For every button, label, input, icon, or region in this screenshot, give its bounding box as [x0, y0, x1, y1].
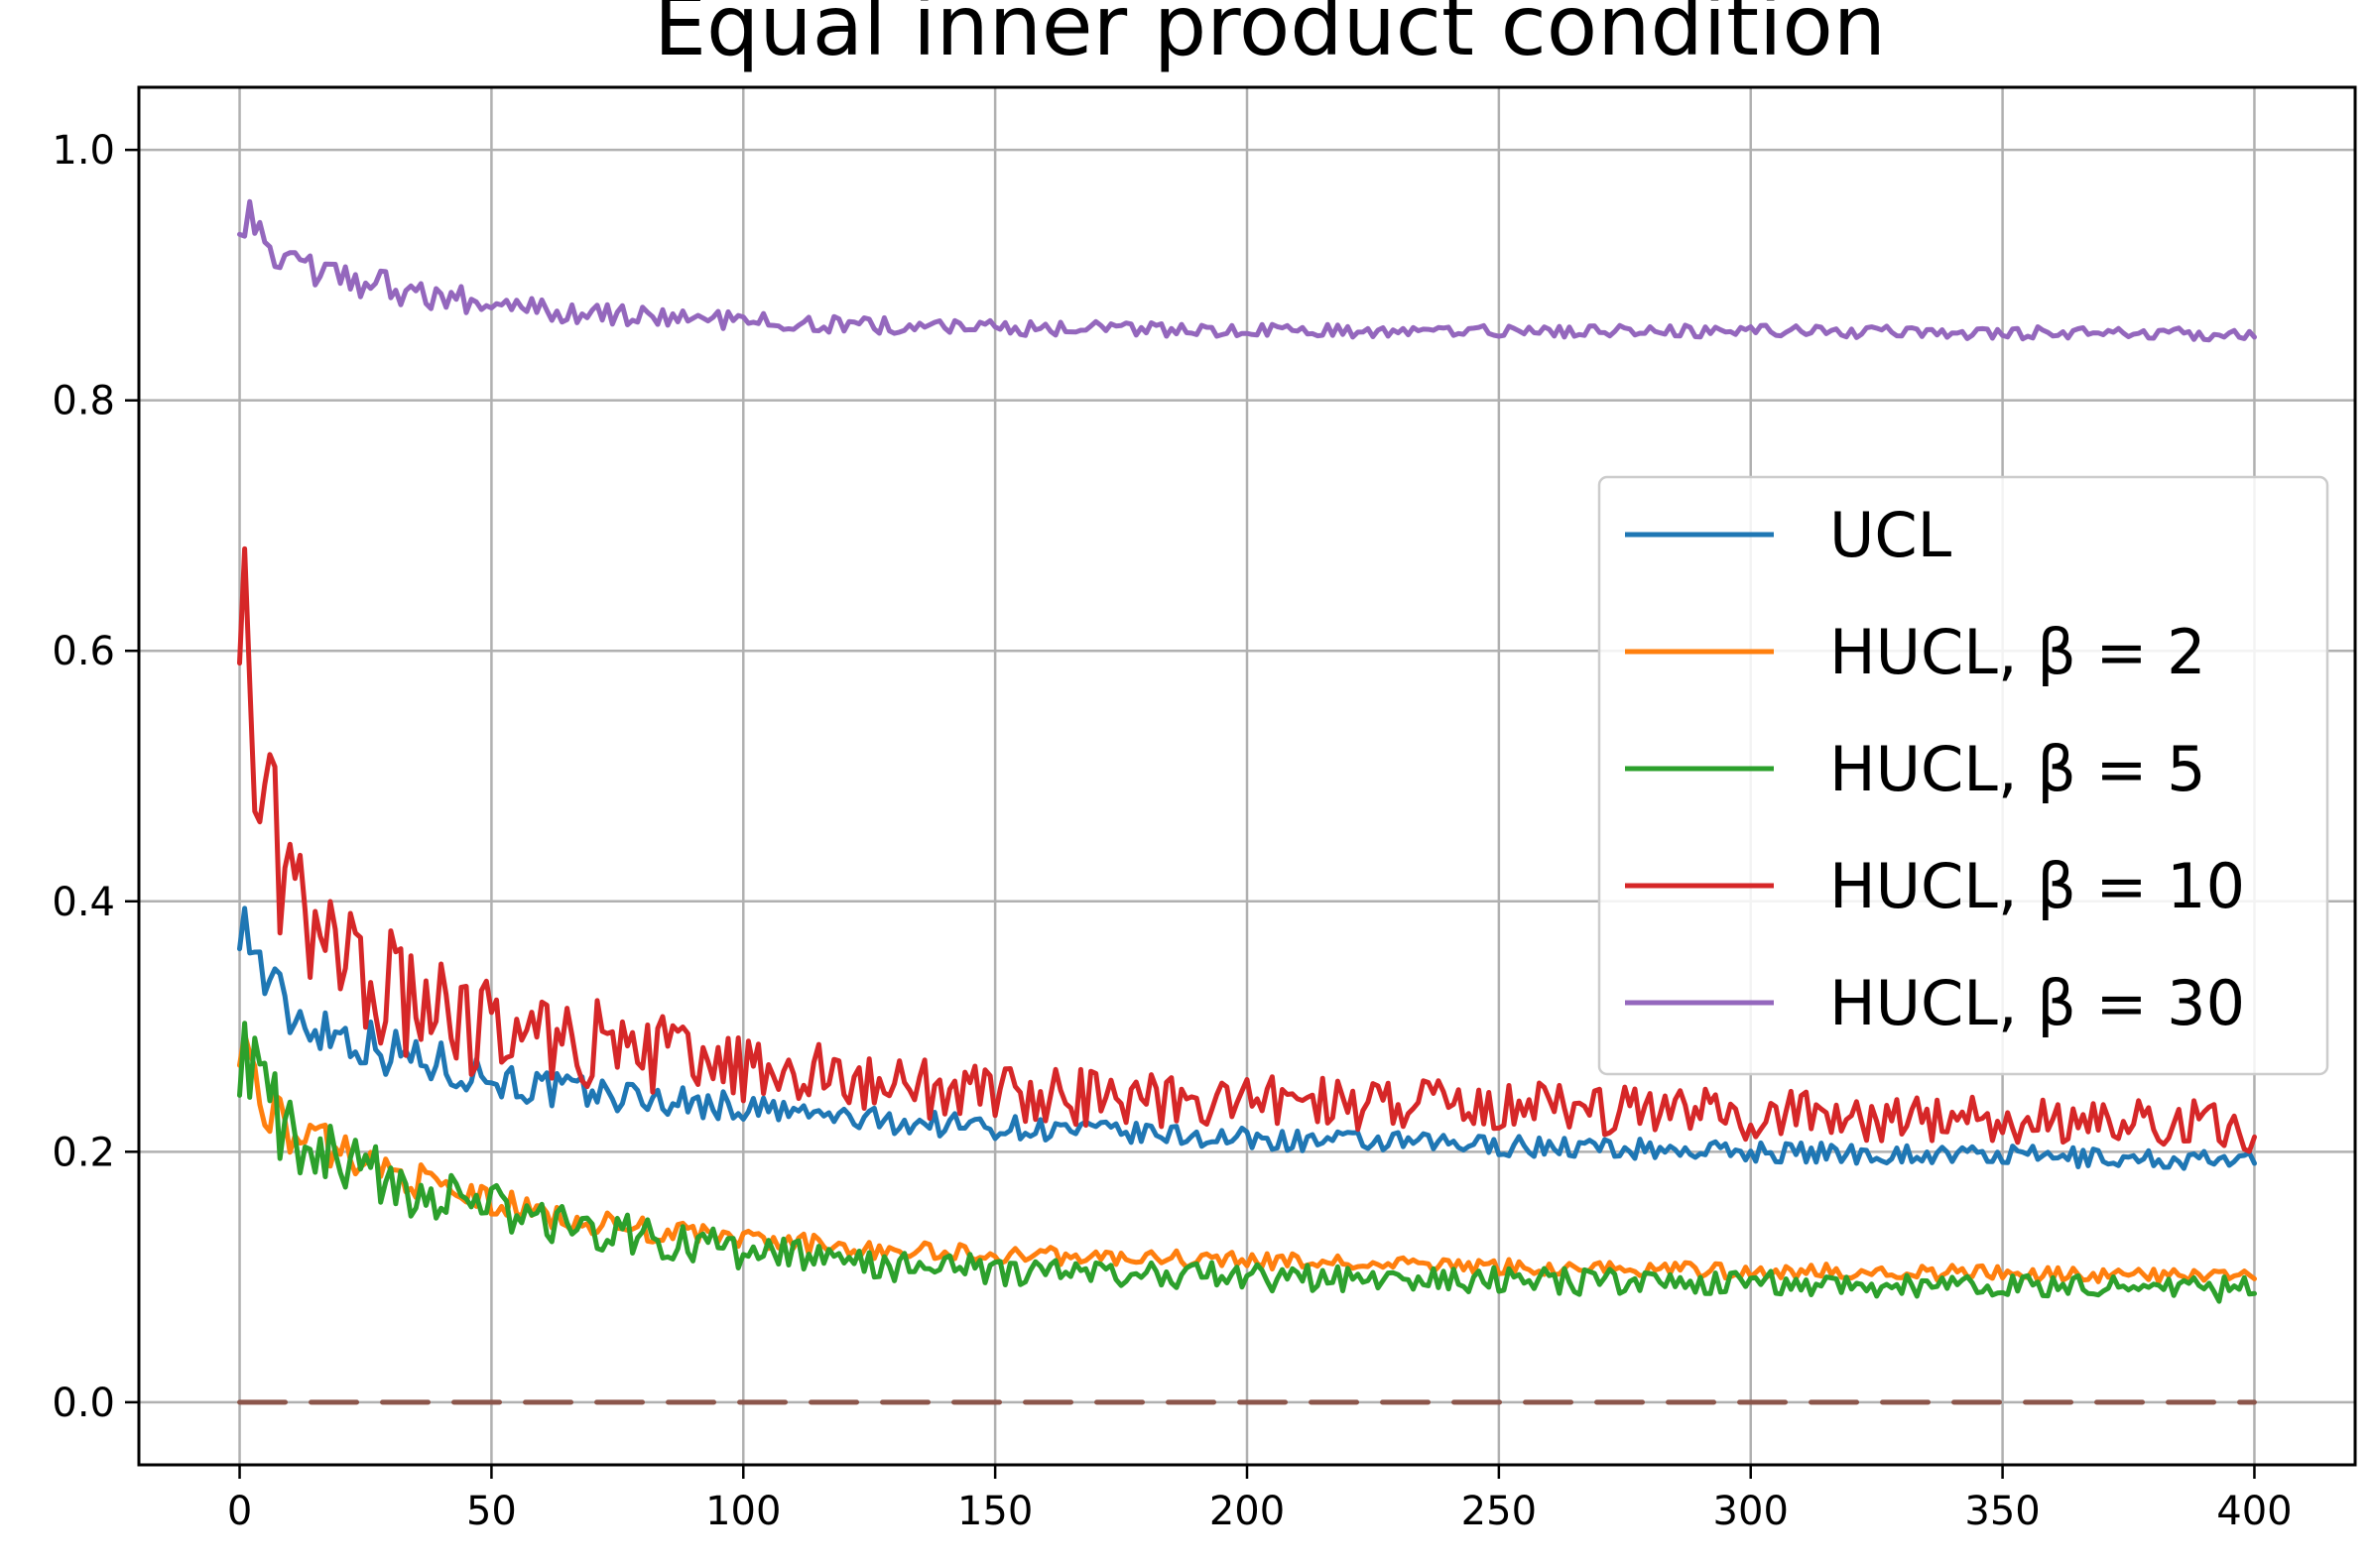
x-tick-label: 250 [1461, 1489, 1537, 1534]
y-tick-label: 0.2 [52, 1130, 115, 1175]
y-tick-label: 0.8 [52, 379, 115, 424]
legend-label: UCL [1829, 499, 1952, 571]
x-tick-label: 50 [466, 1489, 517, 1534]
x-tick-label: 300 [1713, 1489, 1789, 1534]
chart-title: Equal inner product condition [654, 0, 1886, 74]
legend-box [1597, 475, 2329, 1076]
y-tick-label: 0.4 [52, 880, 115, 925]
x-tick-label: 0 [227, 1489, 252, 1534]
x-tick-label: 150 [957, 1489, 1033, 1534]
x-tick-label: 400 [2216, 1489, 2292, 1534]
y-tick-label: 0.6 [52, 629, 115, 674]
legend-label: HUCL, β = 10 [1829, 850, 2245, 922]
x-tick-label: 100 [705, 1489, 781, 1534]
y-tick-label: 1.0 [52, 128, 115, 174]
series-line-3 [237, 545, 2257, 1154]
legend: UCL HUCL, β = 2 HUCL, β = 5 HUCL, β = 10 HUC… [1597, 475, 2329, 1076]
series-line-0 [237, 905, 2257, 1171]
legend-label: HUCL, β = 5 [1829, 733, 2206, 805]
x-tick-label: 200 [1209, 1489, 1285, 1534]
y-tick-label: 0.0 [52, 1381, 115, 1426]
series-lines [237, 198, 2257, 1405]
legend-label: HUCL, β = 2 [1829, 616, 2206, 688]
series-line-4 [237, 198, 2257, 343]
axes: 0 50 100 150 200 250 300 350 400 0.0 0.2 0.4 0.6 0.8 1… [52, 128, 2292, 1534]
legend-label: HUCL, β = 30 [1829, 967, 2245, 1039]
x-tick-label: 350 [1964, 1489, 2040, 1534]
series-line-1 [237, 1031, 2257, 1285]
series-line-2 [237, 1021, 2257, 1304]
